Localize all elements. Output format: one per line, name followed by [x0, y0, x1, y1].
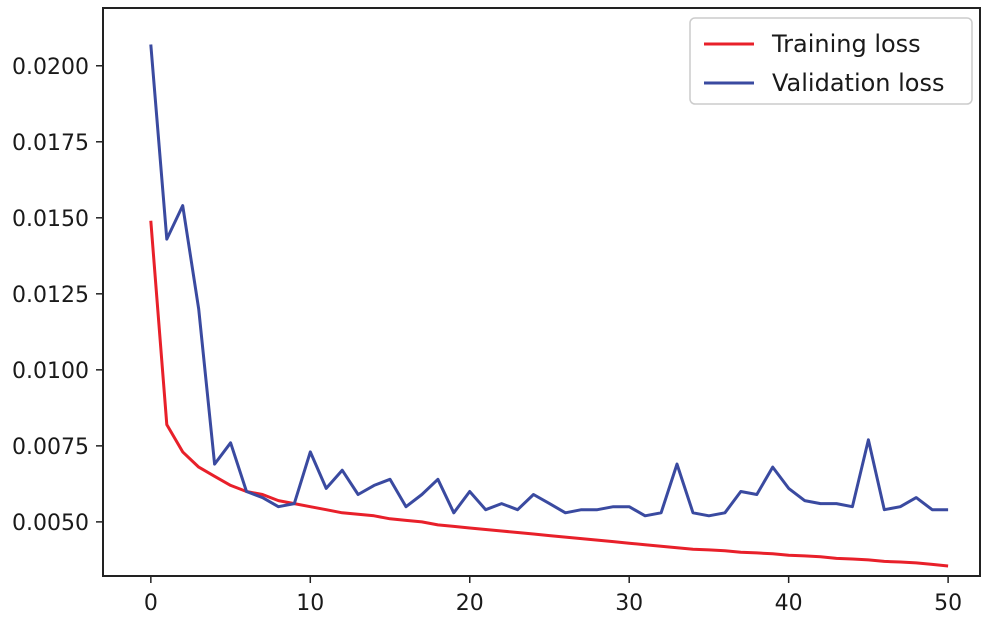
x-tick-label: 20 [456, 591, 484, 616]
x-axis: 0 10 20 30 40 50 [144, 576, 962, 616]
x-tick-label: 10 [296, 591, 324, 616]
series-line-validation-loss [149, 44, 949, 518]
series-layer [149, 44, 949, 568]
y-tick-label: 0.0150 [12, 207, 89, 232]
y-tick-label: 0.0125 [12, 283, 89, 308]
legend-label-validation: Validation loss [772, 69, 945, 97]
legend-label-training: Training loss [771, 30, 921, 58]
y-tick-label: 0.0175 [12, 131, 89, 156]
legend-box [689, 17, 973, 105]
x-tick-label: 40 [775, 591, 803, 616]
legend: Training loss Validation loss [689, 17, 973, 105]
series-line-training-loss [149, 220, 949, 568]
y-tick-label: 0.0200 [12, 55, 89, 80]
y-axis: 0.0050 0.0075 0.0100 0.0125 0.0150 0.0175 0.02… [12, 55, 103, 536]
x-tick-label: 30 [615, 591, 643, 616]
y-tick-label: 0.0075 [12, 435, 89, 460]
y-tick-label: 0.0100 [12, 359, 89, 384]
x-tick-label: 0 [144, 591, 158, 616]
x-tick-label: 50 [934, 591, 962, 616]
y-tick-label: 0.0050 [12, 511, 89, 536]
